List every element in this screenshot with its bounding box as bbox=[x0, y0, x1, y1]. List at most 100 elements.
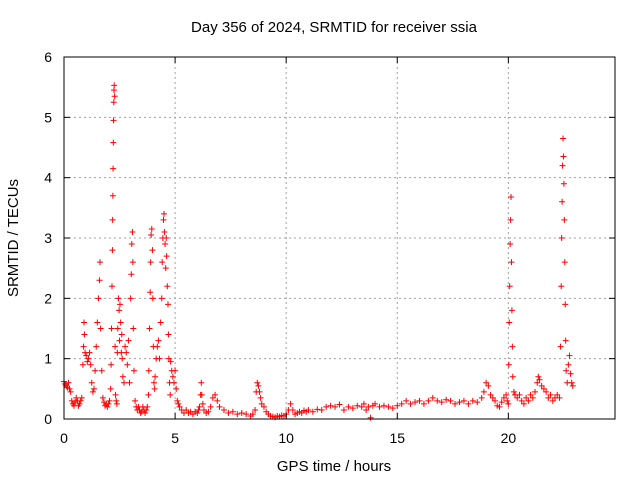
data-point bbox=[96, 277, 103, 284]
data-point bbox=[160, 216, 167, 223]
data-point bbox=[150, 379, 157, 386]
data-point bbox=[562, 337, 569, 344]
data-point bbox=[116, 301, 123, 308]
data-point bbox=[234, 411, 241, 418]
data-point bbox=[483, 379, 490, 386]
data-point bbox=[336, 401, 343, 408]
data-point bbox=[160, 210, 167, 217]
data-point bbox=[110, 139, 117, 146]
data-point bbox=[147, 289, 154, 296]
data-point bbox=[119, 373, 126, 380]
data-point bbox=[113, 397, 120, 404]
data-point bbox=[506, 283, 513, 290]
data-point bbox=[116, 307, 123, 314]
data-point bbox=[508, 259, 515, 266]
data-point bbox=[360, 400, 367, 407]
data-point bbox=[147, 259, 154, 266]
data-point bbox=[252, 406, 259, 413]
data-point bbox=[389, 405, 396, 412]
tick-labels: 0 5 10 15 20 0 1 2 3 4 5 6 bbox=[44, 49, 516, 446]
data-point bbox=[225, 409, 232, 416]
data-point bbox=[257, 394, 264, 401]
data-point bbox=[105, 400, 112, 407]
data-point bbox=[86, 349, 93, 356]
data-point bbox=[127, 295, 134, 302]
data-point bbox=[560, 135, 567, 142]
data-point bbox=[498, 399, 505, 406]
data-point bbox=[516, 391, 523, 398]
data-point bbox=[309, 408, 316, 415]
data-point bbox=[485, 382, 492, 389]
x-tick-label: 15 bbox=[389, 430, 405, 446]
data-point bbox=[527, 391, 534, 398]
data-point bbox=[398, 400, 405, 407]
data-point bbox=[159, 259, 166, 266]
data-point bbox=[154, 343, 161, 350]
data-point bbox=[117, 319, 124, 326]
data-point bbox=[129, 259, 136, 266]
x-tick-label: 20 bbox=[501, 430, 517, 446]
data-point bbox=[452, 400, 459, 407]
data-point bbox=[558, 283, 565, 290]
data-point bbox=[163, 253, 170, 260]
data-point bbox=[120, 379, 127, 386]
data-point bbox=[567, 370, 574, 377]
data-point bbox=[65, 379, 72, 386]
data-point bbox=[363, 406, 370, 413]
data-point bbox=[110, 99, 117, 106]
data-point bbox=[122, 343, 129, 350]
data-point bbox=[73, 394, 80, 401]
data-point bbox=[126, 379, 133, 386]
data-point bbox=[80, 319, 87, 326]
data-point bbox=[358, 403, 365, 410]
data-point bbox=[66, 385, 73, 392]
data-point bbox=[149, 247, 156, 254]
data-point bbox=[510, 388, 517, 395]
data-point bbox=[365, 403, 372, 410]
data-point bbox=[83, 352, 90, 359]
data-point bbox=[496, 403, 503, 410]
data-point bbox=[535, 373, 542, 380]
data-point bbox=[97, 325, 104, 332]
data-point bbox=[394, 402, 401, 409]
data-point bbox=[108, 283, 115, 290]
data-point bbox=[256, 388, 263, 395]
data-point bbox=[90, 385, 97, 392]
data-point bbox=[152, 373, 159, 380]
data-point bbox=[367, 414, 374, 421]
data-point bbox=[198, 379, 205, 386]
chart-title: Day 356 of 2024, SRMTID for receiver ssi… bbox=[191, 19, 478, 36]
data-point bbox=[108, 325, 115, 332]
data-point bbox=[318, 406, 325, 413]
data-point bbox=[145, 391, 152, 398]
data-point bbox=[220, 406, 227, 413]
data-point bbox=[385, 403, 392, 410]
data-point bbox=[557, 343, 564, 350]
data-point bbox=[403, 397, 410, 404]
data-point bbox=[487, 391, 494, 398]
data-point bbox=[460, 397, 467, 404]
data-point bbox=[107, 385, 114, 392]
data-point bbox=[98, 367, 105, 374]
data-point bbox=[429, 394, 436, 401]
axis-ticks bbox=[63, 56, 615, 420]
data-point bbox=[205, 408, 212, 415]
data-point bbox=[289, 406, 296, 413]
data-point bbox=[416, 397, 423, 404]
data-point bbox=[254, 379, 261, 386]
data-point bbox=[155, 337, 162, 344]
data-point bbox=[125, 337, 132, 344]
data-point bbox=[114, 325, 121, 332]
data-point bbox=[183, 406, 190, 413]
data-point bbox=[146, 325, 153, 332]
data-point bbox=[425, 397, 432, 404]
data-point bbox=[89, 388, 96, 395]
data-point bbox=[508, 193, 515, 200]
data-point bbox=[115, 295, 122, 302]
data-point bbox=[109, 216, 116, 223]
data-point bbox=[258, 400, 265, 407]
data-point bbox=[554, 391, 561, 398]
data-point bbox=[558, 235, 565, 241]
y-tick-label: 3 bbox=[44, 230, 52, 246]
